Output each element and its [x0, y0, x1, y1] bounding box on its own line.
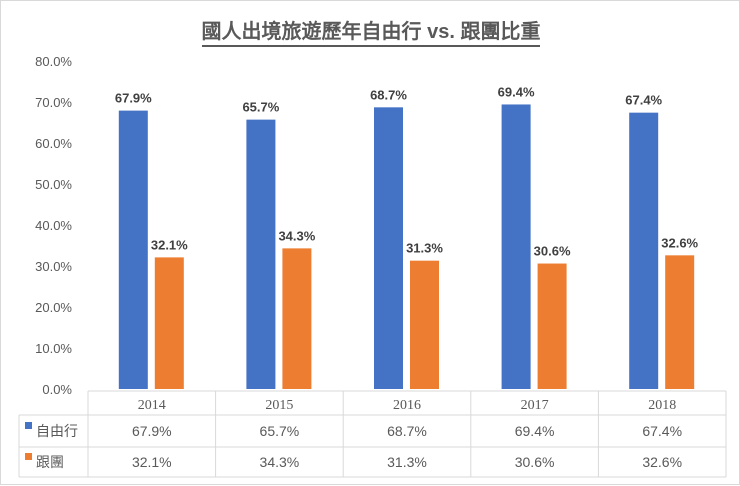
y-tick-label: 20.0% — [35, 300, 72, 315]
y-tick-label: 0.0% — [42, 382, 72, 397]
bar-group-2016 — [410, 260, 439, 389]
table-cell: 67.9% — [132, 423, 172, 439]
category-label: 2018 — [648, 398, 676, 413]
y-tick-label: 10.0% — [35, 341, 72, 356]
bar-independent-2015 — [246, 119, 276, 389]
table-cell: 65.7% — [260, 423, 300, 439]
table-cell: 69.4% — [515, 423, 555, 439]
table-cell: 31.3% — [387, 454, 427, 470]
category-label: 2015 — [265, 398, 293, 413]
bar-group-2017 — [537, 263, 567, 389]
bar-group-2014 — [154, 257, 184, 389]
y-tick-label: 50.0% — [35, 177, 72, 192]
category-label: 2014 — [138, 398, 166, 413]
data-label: 32.6% — [661, 235, 698, 250]
y-tick-label: 60.0% — [35, 136, 72, 151]
table-cell: 32.1% — [132, 454, 172, 470]
legend-key-1 — [25, 453, 32, 460]
y-tick-label: 70.0% — [35, 95, 72, 110]
table-cell: 68.7% — [387, 423, 427, 439]
y-tick-label: 40.0% — [35, 218, 72, 233]
data-label: 32.1% — [151, 237, 188, 252]
data-label: 65.7% — [242, 100, 279, 115]
chart-title-text: 國人出境旅遊歷年自由行 vs. 跟團比重 — [201, 21, 541, 47]
data-label: 31.3% — [406, 241, 443, 256]
category-label: 2017 — [521, 398, 549, 413]
data-label: 67.9% — [115, 91, 152, 106]
chart-title: 國人出境旅遊歷年自由行 vs. 跟團比重 — [1, 15, 740, 47]
legend-label: 自由行 — [36, 423, 78, 439]
bar-group-2015 — [282, 248, 312, 389]
table-cell: 30.6% — [515, 454, 555, 470]
table-cell: 67.4% — [642, 423, 682, 439]
bar-independent-2018 — [629, 112, 659, 389]
legend-key-0 — [25, 422, 32, 429]
bar-independent-2014 — [118, 110, 148, 390]
table-cell: 32.6% — [642, 454, 682, 470]
bar-independent-2017 — [501, 104, 531, 390]
data-label: 67.4% — [625, 93, 662, 108]
bar-group-2018 — [665, 255, 695, 389]
bar-independent-2016 — [374, 107, 403, 389]
category-label: 2016 — [393, 398, 421, 413]
y-tick-label: 30.0% — [35, 259, 72, 274]
data-label: 30.6% — [534, 244, 571, 259]
y-tick-label: 80.0% — [35, 54, 72, 69]
data-label: 34.3% — [278, 228, 315, 243]
legend-label: 跟團 — [36, 454, 64, 470]
data-label: 69.4% — [498, 84, 535, 99]
data-label: 68.7% — [370, 87, 407, 102]
table-cell: 34.3% — [260, 454, 300, 470]
